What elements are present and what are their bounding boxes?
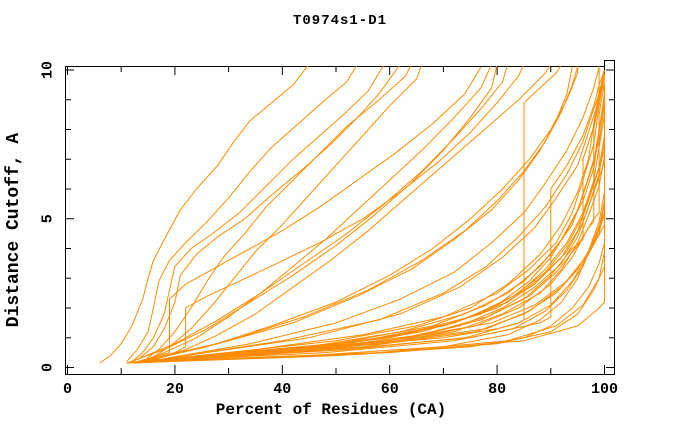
x-tick-label: 60	[381, 381, 399, 398]
chart-line-model-03	[131, 66, 384, 362]
x-tick-label: 100	[591, 381, 618, 398]
x-tick-label: 20	[166, 381, 184, 398]
chart-line-model-44	[158, 69, 605, 361]
y-tick-label: 10	[40, 61, 57, 79]
chart-line-model-15	[148, 150, 605, 363]
chart-line-model-11	[142, 75, 605, 363]
chart-line-model-38	[164, 66, 600, 360]
chart-line-model-32	[153, 66, 579, 360]
chart-line-model-20	[148, 81, 605, 363]
chart-line-model-29	[153, 203, 605, 361]
chart-line-model-06	[147, 66, 422, 361]
chart-line-model-35	[126, 66, 498, 364]
x-tick-label: 40	[273, 381, 291, 398]
chart-title: T0974s1-D1	[292, 13, 387, 29]
chart-line-model-02	[126, 66, 357, 362]
y-tick-label: 5	[40, 214, 57, 223]
chart-line-model-12	[131, 99, 605, 364]
chart-line-model-40	[185, 72, 605, 357]
chart-line-model-07	[142, 66, 492, 363]
chart-line-model-39	[174, 78, 605, 358]
chart-line-model-18	[142, 72, 605, 363]
chart-line-model-37	[147, 66, 524, 361]
plot-border	[65, 60, 615, 375]
chart-line-model-13	[153, 105, 605, 361]
x-tick-label: 0	[63, 381, 72, 398]
y-tick-label: 0	[40, 363, 57, 372]
chart-line-model-04	[136, 66, 400, 361]
chart-line-model-19	[153, 69, 605, 361]
chart-line-model-23	[174, 162, 605, 360]
chart-line-model-17	[158, 114, 605, 361]
chart-line-model-30	[158, 224, 605, 361]
series-group	[99, 66, 605, 364]
chart-line-model-21	[131, 156, 605, 364]
chart-line-model-43	[131, 84, 605, 364]
chart-line-model-08	[153, 66, 551, 361]
chart-line-model-01	[99, 66, 309, 364]
chart-line-model-05	[142, 66, 411, 363]
y-axis-label: Distance Cutoff, A	[4, 132, 24, 328]
chart-line-model-31	[142, 66, 579, 363]
chart-line-model-33	[137, 66, 573, 363]
chart-line-model-34	[131, 66, 508, 363]
x-axis-label: Percent of Residues (CA)	[215, 401, 447, 419]
x-tick-label: 80	[488, 381, 506, 398]
chart-line-model-36	[137, 66, 482, 363]
chart-line-model-14	[164, 93, 605, 360]
